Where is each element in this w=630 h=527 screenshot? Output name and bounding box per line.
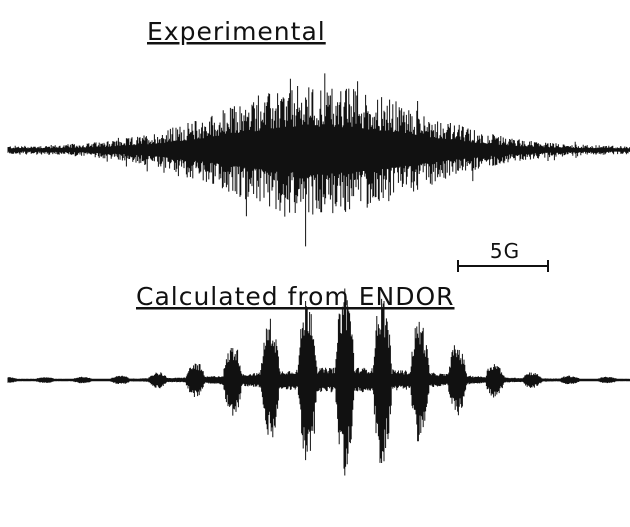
scale-bar-label: 5G [490, 239, 520, 263]
panel-title: Experimental [147, 17, 326, 46]
calculated-spectrum [7, 288, 630, 476]
experimental-spectrum [7, 73, 630, 247]
scale-bar [457, 260, 549, 272]
panel-title: Calculated from ENDOR [136, 282, 455, 311]
